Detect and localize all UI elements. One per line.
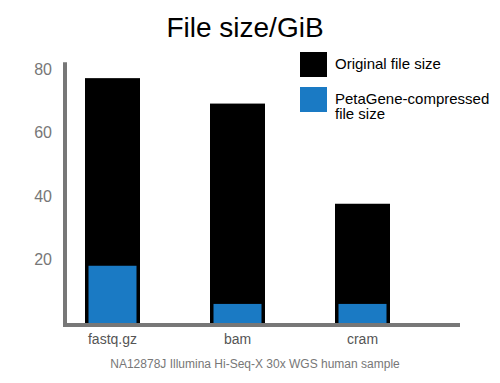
bar <box>335 204 390 323</box>
bar <box>85 78 140 323</box>
bar <box>339 304 387 323</box>
chart: File size/GiB 20 40 60 80 fastq.gz bam cram NA12… <box>0 0 500 383</box>
y-tick-label: 40 <box>34 188 52 205</box>
legend-line: Original file size <box>335 55 441 72</box>
legend-swatch <box>300 87 327 112</box>
y-tick-label: 60 <box>34 124 52 141</box>
bar <box>214 304 262 323</box>
bar <box>89 266 137 323</box>
legend-label: Original file size <box>335 55 441 72</box>
legend-swatch <box>300 52 327 77</box>
y-tick-label: 80 <box>34 61 52 78</box>
bars <box>85 78 390 323</box>
x-tick-label: fastq.gz <box>88 331 137 347</box>
legend-label: PetaGene-compressedfile size <box>335 90 489 122</box>
x-label: NA12878J Illumina Hi-Seq-X 30x WGS human… <box>110 357 400 371</box>
x-tick-label: cram <box>347 331 378 347</box>
x-axis <box>63 323 460 327</box>
title: File size/GiB <box>166 12 323 43</box>
y-tick-label: 20 <box>34 251 52 268</box>
y-axis <box>63 62 67 325</box>
legend-line: file size <box>335 105 385 122</box>
x-tick-label: bam <box>224 331 251 347</box>
bar <box>210 104 265 323</box>
